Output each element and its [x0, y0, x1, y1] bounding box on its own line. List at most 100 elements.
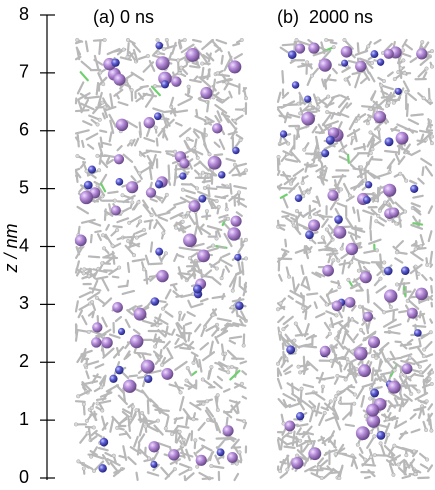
atom [95, 296, 99, 300]
panel-b [276, 38, 434, 480]
atom [230, 365, 234, 369]
bond [372, 159, 381, 160]
bond [421, 464, 427, 468]
ion-small [395, 88, 402, 95]
bond [105, 453, 111, 456]
bond [353, 208, 354, 213]
ion-large [223, 425, 234, 436]
bond [400, 401, 403, 411]
ion-small [155, 248, 163, 256]
ion-small [235, 302, 243, 310]
bond [342, 68, 349, 72]
bond [289, 296, 293, 299]
bond [308, 78, 311, 85]
bond [423, 167, 424, 175]
bond [175, 166, 176, 179]
bond [92, 281, 97, 293]
bond [335, 379, 338, 384]
bond [76, 301, 78, 311]
bond [305, 311, 306, 318]
atom [363, 179, 367, 183]
atom [165, 193, 169, 197]
atom [422, 354, 426, 358]
bond [120, 434, 127, 435]
bond [128, 43, 129, 57]
bond [421, 235, 423, 243]
atom [140, 411, 144, 415]
ion-large [111, 205, 121, 215]
bond [151, 199, 157, 201]
panel-label: (a) 0 ns [93, 7, 154, 27]
bond [158, 443, 169, 447]
ion-small [296, 412, 304, 420]
bond [292, 384, 293, 393]
atom [194, 439, 198, 443]
bond [144, 138, 154, 141]
bond [351, 410, 352, 416]
bond [290, 403, 301, 407]
bond [418, 93, 422, 97]
ion-large [179, 158, 189, 168]
atom [383, 201, 387, 205]
atom [103, 38, 107, 42]
bond [190, 66, 198, 67]
ion-small [198, 195, 206, 203]
atom [278, 331, 282, 335]
ion-large [308, 43, 319, 54]
bond [333, 176, 346, 177]
ion-large [322, 265, 334, 277]
bond [304, 109, 313, 110]
ion-large [197, 250, 210, 263]
atom [201, 378, 205, 382]
bond [146, 256, 149, 265]
bond [218, 441, 223, 447]
atom [336, 374, 340, 378]
bond [107, 385, 118, 391]
atom [285, 357, 289, 361]
ion-large [134, 308, 147, 321]
bond [113, 226, 121, 227]
bond [278, 171, 279, 175]
ion-large [75, 234, 87, 246]
atom [373, 435, 377, 439]
atom [182, 215, 186, 219]
bond [178, 255, 183, 257]
bond [399, 311, 408, 312]
atom [203, 186, 207, 190]
atom [208, 153, 212, 157]
bond [308, 362, 317, 370]
bond [303, 213, 307, 216]
atom [195, 465, 199, 469]
atom [142, 268, 146, 272]
bond [215, 143, 220, 147]
ion-large [308, 447, 321, 460]
bond [102, 279, 108, 290]
bond [365, 477, 370, 478]
bond [136, 473, 137, 480]
bond [370, 450, 372, 456]
atom [329, 400, 333, 404]
ion-large [80, 191, 93, 204]
bond [117, 218, 128, 222]
atom [90, 300, 94, 304]
atom [430, 49, 434, 53]
atom [186, 211, 190, 215]
atom [74, 423, 78, 427]
bond [332, 95, 339, 97]
bond [204, 270, 211, 276]
bond [404, 82, 409, 91]
bond [294, 169, 303, 176]
atom [366, 121, 370, 125]
atom [181, 188, 185, 192]
atom [101, 101, 105, 105]
atom [170, 432, 174, 436]
atom [115, 228, 119, 232]
bond [424, 72, 427, 78]
atom [395, 222, 399, 226]
bond [199, 360, 201, 372]
atom [414, 247, 418, 251]
bond [142, 391, 150, 402]
atom [160, 363, 164, 367]
atom [358, 305, 362, 309]
atom [187, 85, 191, 89]
